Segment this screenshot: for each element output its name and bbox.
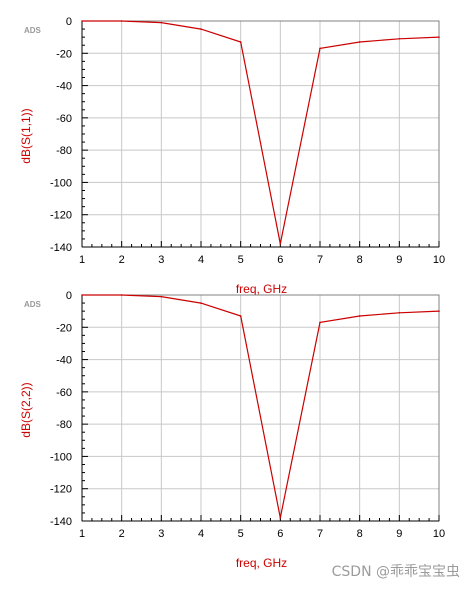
y-tick-label: -60 [56,387,72,399]
y-tick-label: -20 [56,322,72,334]
ads-tag: ADS [24,26,42,35]
series-point [120,20,123,22]
series-point [358,41,361,43]
x-tick-label: 3 [158,254,164,266]
x-tick-label: 2 [119,254,125,266]
series-point [120,294,123,296]
y-axis-label: dB(S(2,2)) [19,382,33,437]
series-point [319,321,321,324]
x-tick-label: 7 [317,528,323,540]
y-tick-label: -140 [50,516,72,528]
x-tick-label: 4 [198,254,204,266]
x-tick-label: 10 [433,528,445,540]
y-tick-label: -60 [56,113,72,125]
y-tick-label: 0 [66,290,72,302]
x-tick-label: 4 [198,528,204,540]
series-point [81,294,83,296]
series-point [398,311,401,314]
series-point [81,20,83,22]
series-point [438,36,440,38]
x-tick-label: 5 [238,254,244,266]
series-point [319,47,321,50]
series-point [239,315,242,317]
y-tick-label: -40 [56,355,72,367]
series-point [160,21,163,24]
series-line [82,20,440,244]
series-point [279,242,282,245]
series-point [279,516,282,519]
y-tick-label: -20 [56,48,72,60]
ads-tag: ADS [24,300,42,309]
series-point [200,302,202,304]
x-tick-label: 6 [277,528,283,540]
x-tick-label: 5 [238,528,244,540]
y-tick-label: -80 [56,145,72,157]
x-tick-label: 8 [357,528,363,540]
watermark-text: CSDN @乖乖宝宝虫 [331,564,460,580]
x-tick-label: 1 [79,528,85,540]
x-tick-label: 9 [396,528,402,540]
plot-area [82,295,439,521]
series-point [438,310,440,312]
x-tick-label: 6 [277,254,283,266]
x-tick-label: 3 [158,528,164,540]
x-tick-label: 1 [79,254,85,266]
series-point [200,28,202,30]
y-tick-label: -80 [56,419,72,431]
x-tick-label: 10 [433,254,445,266]
s22-plot: 1 2 3 4 5 6 7 8 9 10 0 -20 -40 -60 -80 -100 -120 -140 ADS f… [19,290,445,570]
x-tick-label: 7 [317,254,323,266]
series-point [160,295,163,298]
series-point [398,37,401,40]
x-tick-label: 2 [119,528,125,540]
y-tick-label: -100 [50,451,72,463]
series-point [239,41,242,43]
x-axis-label: freq, GHz [236,282,287,296]
s11-plot: 1 2 3 4 5 6 7 8 9 10 0 -20 -40 -60 -80 -100 -120 -140 ADS f… [19,16,445,296]
series-point [358,315,361,317]
y-tick-label: -40 [56,81,72,93]
series-line [82,294,440,518]
x-tick-label: 8 [357,254,363,266]
y-tick-label: -120 [50,484,72,496]
y-tick-label: 0 [66,16,72,28]
y-axis-label: dB(S(1,1)) [19,108,33,163]
plot-area [82,21,439,247]
x-tick-label: 9 [396,254,402,266]
y-tick-label: -140 [50,242,72,254]
x-axis-label: freq, GHz [236,556,287,570]
y-tick-label: -120 [50,210,72,222]
y-tick-label: -100 [50,177,72,189]
